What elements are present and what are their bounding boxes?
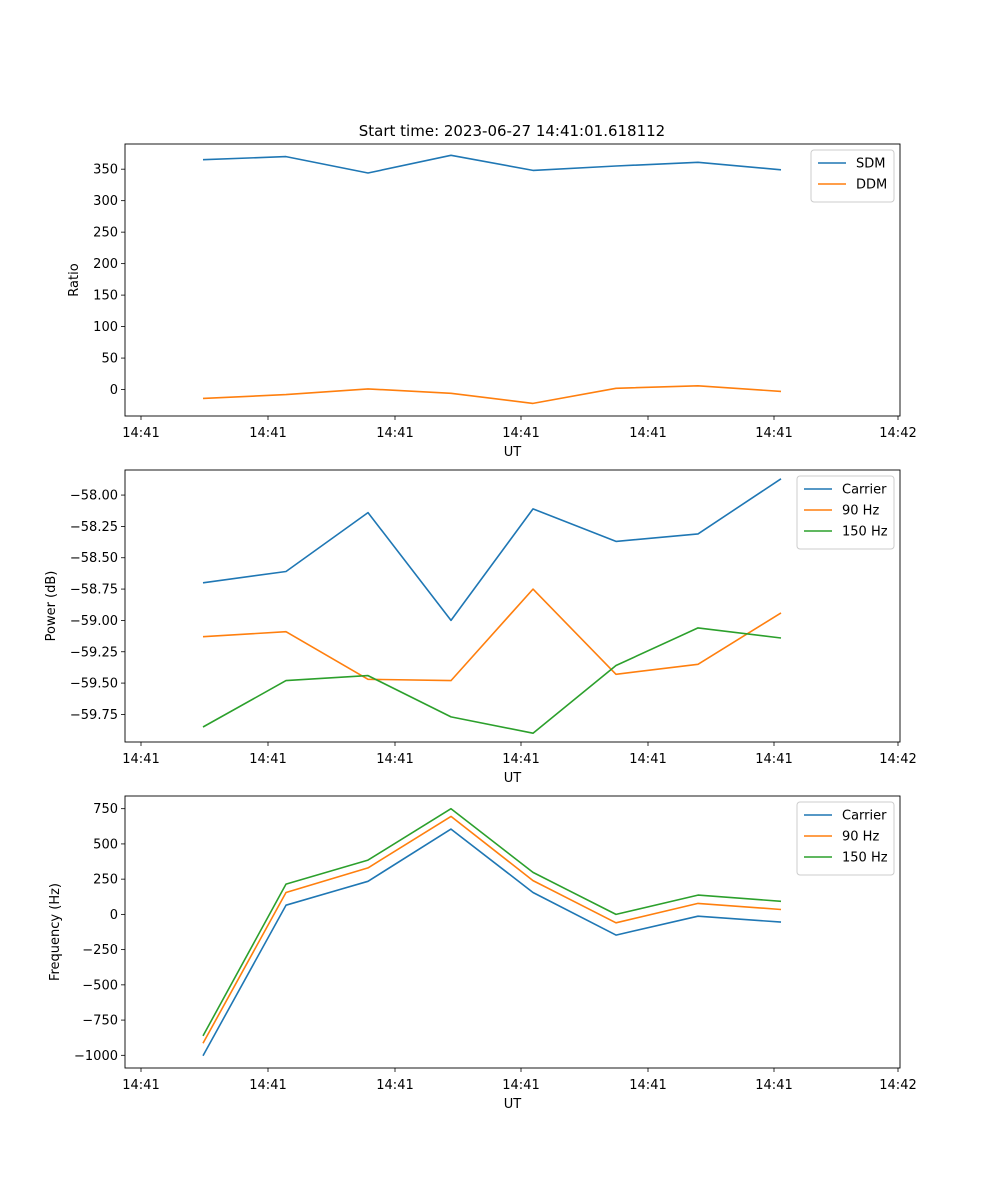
frequency-legend-label: 90 Hz (842, 830, 879, 845)
ratio-legend-label: DDM (856, 178, 887, 193)
frequency-series-line-carrier (202, 828, 782, 1057)
power-x-tick-label: 14:41 (376, 752, 413, 767)
frequency-series-line-90-hz (202, 815, 782, 1044)
frequency-x-tick-label: 14:41 (502, 1078, 539, 1093)
ratio-y-tick-label: 200 (93, 257, 118, 272)
figure-title: Start time: 2023-06-27 14:41:01.618112 (359, 122, 665, 140)
power-series-line-90-hz (202, 588, 782, 682)
frequency-y-tick-label: 500 (93, 837, 118, 852)
frequency-x-tick-label: 14:42 (879, 1078, 916, 1093)
ratio-panel: 14:41 14:41 14:41 14:41 14:41 14:41 14:42 UT 0 50… (67, 143, 917, 460)
frequency-y-tick-label: 250 (93, 873, 118, 888)
frequency-y-tick-label: −250 (82, 943, 118, 958)
ratio-axes-frame (124, 143, 901, 417)
frequency-y-tick-label: 750 (93, 802, 118, 817)
ratio-x-tick-label: 14:41 (376, 426, 413, 441)
frequency-legend-label: Carrier (842, 809, 887, 824)
power-x-tick-label: 14:41 (502, 752, 539, 767)
power-x-tick-label: 14:41 (755, 752, 792, 767)
power-y-axis-label: Power (dB) (44, 571, 59, 642)
frequency-legend-label: 150 Hz (842, 851, 888, 866)
frequency-series-line-150-hz (202, 807, 782, 1037)
power-y-tick-label: −58.00 (70, 489, 118, 504)
power-series-line-150-hz (202, 627, 782, 735)
power-y-tick-label: −59.00 (70, 614, 118, 629)
power-x-tick-label: 14:41 (122, 752, 159, 767)
frequency-y-tick-label: 0 (110, 908, 118, 923)
power-y-tick-label: −58.25 (70, 520, 118, 535)
ratio-y-tick-label: 0 (110, 383, 118, 398)
power-legend-label: 90 Hz (842, 504, 879, 519)
ratio-series-line-ddm (202, 384, 782, 405)
frequency-y-tick-label: −500 (82, 978, 118, 993)
ratio-x-tick-label: 14:41 (122, 426, 159, 441)
frequency-axes-frame (124, 795, 901, 1069)
power-series-line-carrier (202, 478, 782, 622)
frequency-y-tick-label: −1000 (74, 1049, 118, 1064)
ratio-y-tick-label: 350 (93, 163, 118, 178)
frequency-panel: 14:41 14:41 14:41 14:41 14:41 14:41 14:42 UT −10… (48, 795, 917, 1112)
frequency-legend: Carrier 90 Hz 150 Hz (796, 801, 895, 876)
ratio-y-tick-label: 150 (93, 289, 118, 304)
power-y-tick-label: −59.25 (70, 645, 118, 660)
power-y-tick-label: −58.75 (70, 583, 118, 598)
ratio-x-tick-label: 14:41 (502, 426, 539, 441)
ratio-legend-label: SDM (856, 157, 885, 172)
ratio-y-tick-label: 50 (101, 352, 118, 367)
power-y-tick-label: −59.75 (70, 708, 118, 723)
power-x-axis-label: UT (504, 771, 522, 786)
ratio-x-tick-label: 14:41 (249, 426, 286, 441)
ratio-x-tick-label: 14:41 (755, 426, 792, 441)
ratio-x-axis-label: UT (504, 445, 522, 460)
frequency-y-axis-label: Frequency (Hz) (48, 883, 63, 981)
frequency-y-tick-label: −750 (82, 1014, 118, 1029)
ratio-y-axis-label: Ratio (67, 263, 82, 296)
power-legend: Carrier 90 Hz 150 Hz (796, 475, 895, 550)
frequency-x-tick-label: 14:41 (629, 1078, 666, 1093)
ratio-x-tick-label: 14:41 (629, 426, 666, 441)
frequency-x-axis-label: UT (504, 1097, 522, 1112)
frequency-x-tick-label: 14:41 (376, 1078, 413, 1093)
panels: 14:41 14:41 14:41 14:41 14:41 14:41 14:42 UT 0 50… (44, 143, 917, 1112)
power-legend-label: 150 Hz (842, 525, 888, 540)
power-y-tick-label: −58.50 (70, 551, 118, 566)
frequency-x-tick-label: 14:41 (249, 1078, 286, 1093)
ratio-x-tick-label: 14:42 (879, 426, 916, 441)
ratio-series-line-sdm (202, 154, 782, 174)
power-x-tick-label: 14:41 (629, 752, 666, 767)
power-x-tick-label: 14:42 (879, 752, 916, 767)
frequency-x-tick-label: 14:41 (755, 1078, 792, 1093)
power-legend-label: Carrier (842, 483, 887, 498)
power-y-tick-label: −59.50 (70, 677, 118, 692)
power-panel: 14:41 14:41 14:41 14:41 14:41 14:41 14:42 UT −59… (44, 469, 917, 786)
ratio-y-tick-label: 250 (93, 226, 118, 241)
power-x-tick-label: 14:41 (249, 752, 286, 767)
frequency-x-tick-label: 14:41 (122, 1078, 159, 1093)
ratio-y-tick-label: 300 (93, 194, 118, 209)
ratio-y-tick-label: 100 (93, 320, 118, 335)
ratio-legend: SDM DDM (810, 149, 895, 203)
power-axes-frame (124, 469, 901, 743)
